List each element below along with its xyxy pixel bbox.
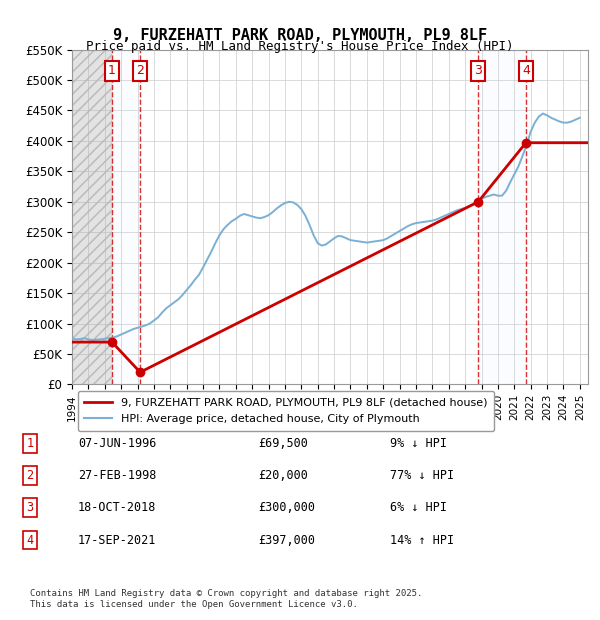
Text: Contains HM Land Registry data © Crown copyright and database right 2025.
This d: Contains HM Land Registry data © Crown c… bbox=[30, 590, 422, 609]
Legend: 9, FURZEHATT PARK ROAD, PLYMOUTH, PL9 8LF (detached house), HPI: Average price, : 9, FURZEHATT PARK ROAD, PLYMOUTH, PL9 8L… bbox=[77, 391, 494, 431]
Text: 18-OCT-2018: 18-OCT-2018 bbox=[78, 502, 157, 514]
Bar bbox=[478, 50, 526, 384]
Text: 14% ↑ HPI: 14% ↑ HPI bbox=[390, 534, 454, 546]
Text: £69,500: £69,500 bbox=[258, 437, 308, 450]
Text: 4: 4 bbox=[26, 534, 34, 546]
Text: £397,000: £397,000 bbox=[258, 534, 315, 546]
Text: 4: 4 bbox=[522, 64, 530, 78]
Text: 1: 1 bbox=[26, 437, 34, 450]
Text: 6% ↓ HPI: 6% ↓ HPI bbox=[390, 502, 447, 514]
Text: 3: 3 bbox=[26, 502, 34, 514]
Text: Price paid vs. HM Land Registry's House Price Index (HPI): Price paid vs. HM Land Registry's House … bbox=[86, 40, 514, 53]
Text: 9% ↓ HPI: 9% ↓ HPI bbox=[390, 437, 447, 450]
Text: £300,000: £300,000 bbox=[258, 502, 315, 514]
Bar bbox=[112, 50, 140, 384]
Text: 3: 3 bbox=[475, 64, 482, 78]
Text: 1: 1 bbox=[108, 64, 116, 78]
Text: 17-SEP-2021: 17-SEP-2021 bbox=[78, 534, 157, 546]
Text: 2: 2 bbox=[26, 469, 34, 482]
Text: 27-FEB-1998: 27-FEB-1998 bbox=[78, 469, 157, 482]
Text: 07-JUN-1996: 07-JUN-1996 bbox=[78, 437, 157, 450]
Text: 77% ↓ HPI: 77% ↓ HPI bbox=[390, 469, 454, 482]
Text: £20,000: £20,000 bbox=[258, 469, 308, 482]
Text: 9, FURZEHATT PARK ROAD, PLYMOUTH, PL9 8LF: 9, FURZEHATT PARK ROAD, PLYMOUTH, PL9 8L… bbox=[113, 28, 487, 43]
Bar bbox=[72, 50, 112, 384]
Text: 2: 2 bbox=[136, 64, 144, 78]
